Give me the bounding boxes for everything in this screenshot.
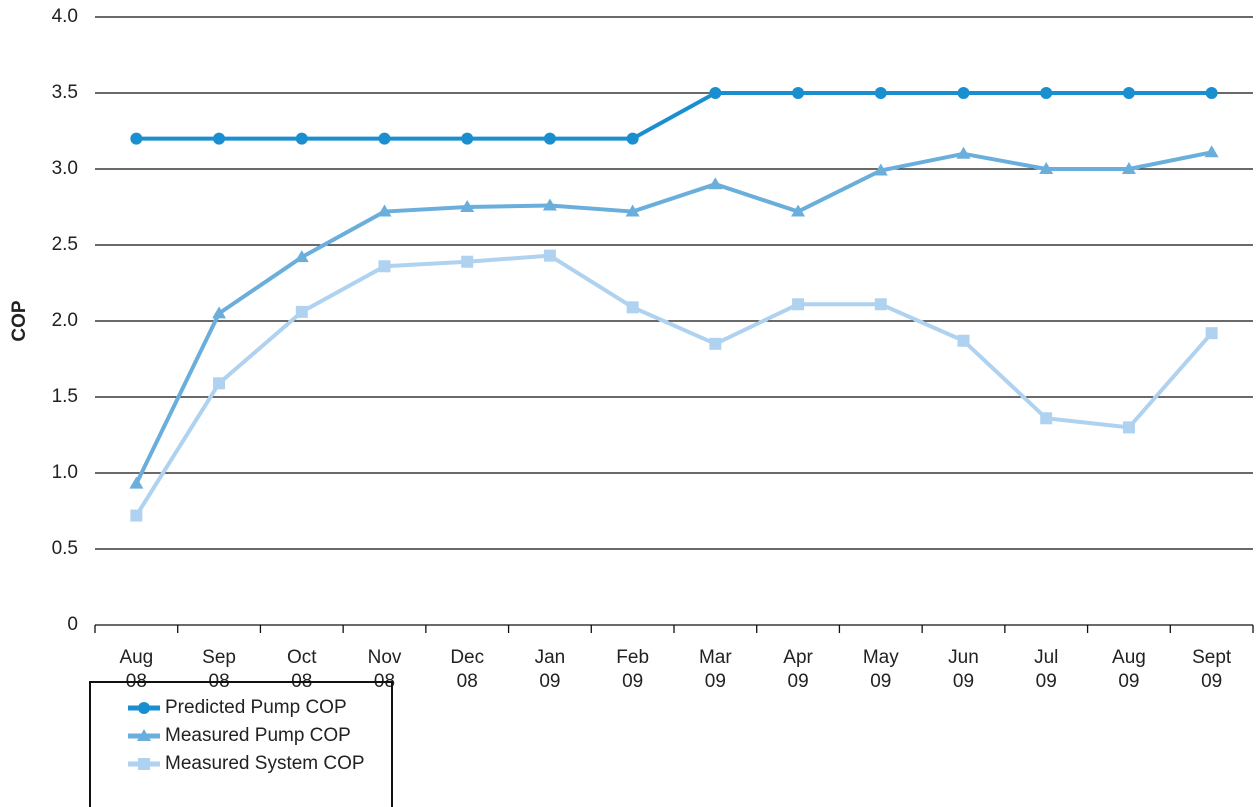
data-point bbox=[874, 87, 887, 99]
y-tick-label: 4.0 bbox=[52, 6, 78, 27]
data-point bbox=[1122, 421, 1135, 434]
data-point bbox=[1121, 162, 1136, 174]
y-tick-label: 0 bbox=[67, 614, 78, 635]
x-tick-label: Jul 09 bbox=[1034, 647, 1058, 692]
data-point bbox=[957, 334, 970, 347]
data-point bbox=[295, 132, 308, 145]
series-line bbox=[134, 150, 1213, 485]
data-point bbox=[1039, 162, 1054, 174]
data-point bbox=[378, 132, 391, 145]
data-point bbox=[1205, 327, 1218, 340]
legend-label: Measured Pump COP bbox=[165, 725, 351, 746]
data-point bbox=[542, 198, 557, 211]
data-point bbox=[1204, 145, 1219, 158]
data-point bbox=[130, 509, 143, 522]
y-tick-label: 2.0 bbox=[52, 310, 78, 331]
data-point bbox=[956, 146, 971, 159]
legend-marker bbox=[138, 758, 150, 770]
data-point bbox=[294, 250, 309, 263]
legend-box bbox=[89, 681, 393, 807]
data-point bbox=[460, 200, 475, 212]
data-point bbox=[1122, 87, 1135, 99]
x-tick-label: Feb 09 bbox=[616, 647, 649, 692]
data-point bbox=[543, 132, 556, 145]
x-tick-label: Sept 09 bbox=[1192, 647, 1232, 692]
data-point bbox=[791, 204, 806, 217]
data-point bbox=[1205, 87, 1218, 99]
data-point bbox=[1040, 412, 1053, 425]
x-tick-label: Nov 08 bbox=[368, 647, 402, 692]
data-point bbox=[626, 301, 639, 314]
data-point bbox=[129, 476, 144, 489]
y-tick-label: 1.5 bbox=[52, 386, 78, 407]
data-point bbox=[874, 298, 887, 311]
data-point bbox=[213, 377, 226, 390]
data-point bbox=[543, 249, 556, 262]
data-point bbox=[709, 87, 722, 99]
data-point bbox=[625, 204, 640, 217]
x-tick-label: May 09 bbox=[863, 647, 899, 692]
x-tick-label: Sep 08 bbox=[202, 647, 236, 692]
y-axis-label: COP bbox=[9, 300, 30, 342]
legend-marker bbox=[137, 729, 151, 741]
x-tick-label: Jan 09 bbox=[535, 647, 566, 692]
data-point bbox=[957, 87, 970, 99]
y-tick-label: 3.0 bbox=[52, 158, 78, 179]
data-point bbox=[709, 337, 722, 350]
data-point bbox=[626, 132, 639, 145]
legend-marker bbox=[138, 702, 150, 714]
data-point bbox=[1040, 87, 1053, 99]
legend-label: Measured System COP bbox=[165, 753, 365, 774]
data-point bbox=[295, 305, 308, 318]
data-point bbox=[792, 298, 805, 311]
data-point bbox=[461, 132, 474, 145]
y-tick-label: 2.5 bbox=[52, 234, 78, 255]
y-tick-label: 0.5 bbox=[52, 538, 78, 559]
data-point bbox=[378, 260, 391, 273]
series-line bbox=[134, 253, 1214, 517]
x-tick-label: Apr 09 bbox=[783, 647, 813, 692]
x-tick-label: Oct 08 bbox=[287, 647, 317, 692]
x-tick-label: Dec 08 bbox=[450, 647, 484, 692]
data-point bbox=[461, 255, 474, 268]
data-point bbox=[873, 163, 888, 176]
data-point bbox=[212, 306, 227, 319]
x-tick-label: Jun 09 bbox=[948, 647, 979, 692]
x-tick-label: Aug 09 bbox=[1112, 647, 1146, 692]
data-point bbox=[377, 204, 392, 217]
y-tick-label: 1.0 bbox=[52, 462, 78, 483]
data-point bbox=[708, 177, 723, 190]
x-tick-label: Aug 08 bbox=[119, 647, 153, 692]
series-line bbox=[136, 91, 1212, 141]
x-tick-label: Mar 09 bbox=[699, 647, 732, 692]
y-tick-label: 3.5 bbox=[52, 82, 78, 103]
legend-label: Predicted Pump COP bbox=[165, 697, 347, 718]
data-point bbox=[130, 132, 143, 145]
data-point bbox=[792, 87, 805, 99]
data-point bbox=[213, 132, 226, 145]
